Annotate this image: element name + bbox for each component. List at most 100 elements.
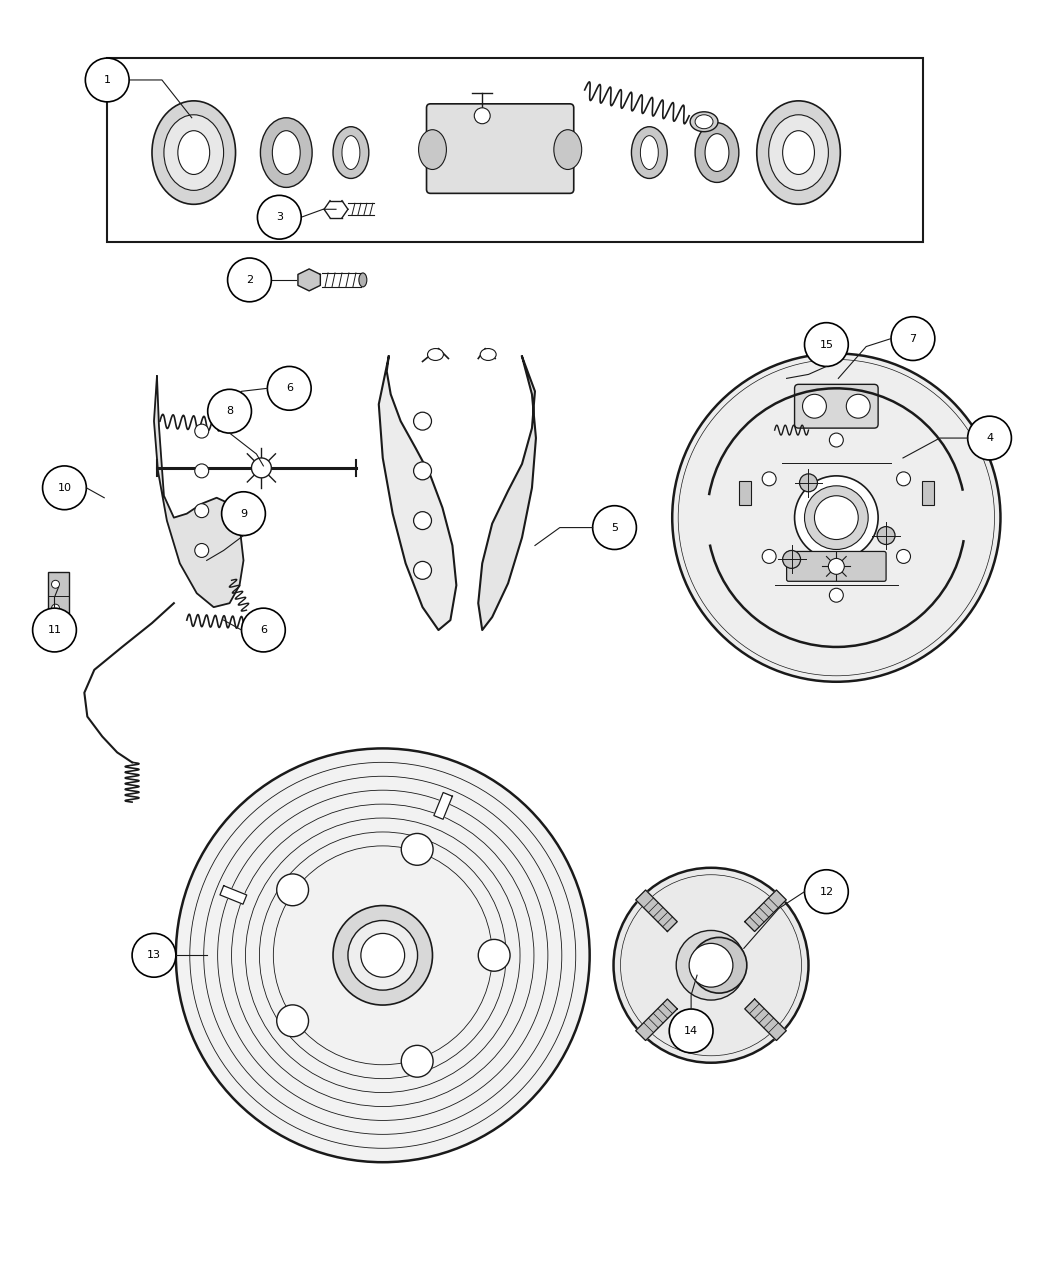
Circle shape — [242, 608, 286, 652]
Circle shape — [43, 465, 86, 510]
Circle shape — [968, 416, 1011, 460]
Ellipse shape — [277, 873, 309, 905]
Circle shape — [891, 316, 934, 361]
Polygon shape — [635, 1000, 677, 1040]
Polygon shape — [298, 269, 320, 291]
Polygon shape — [154, 376, 244, 607]
Text: 13: 13 — [147, 950, 161, 960]
Circle shape — [208, 389, 251, 434]
Circle shape — [85, 59, 129, 102]
Text: 10: 10 — [58, 483, 71, 493]
Bar — [922, 481, 933, 505]
Circle shape — [669, 1009, 713, 1053]
Ellipse shape — [830, 434, 843, 448]
FancyBboxPatch shape — [786, 552, 886, 581]
Ellipse shape — [359, 273, 366, 287]
Text: 6: 6 — [286, 384, 293, 393]
Circle shape — [222, 492, 266, 536]
Circle shape — [257, 195, 301, 240]
Ellipse shape — [177, 131, 210, 175]
Ellipse shape — [419, 130, 446, 170]
Ellipse shape — [251, 458, 271, 478]
Ellipse shape — [799, 474, 818, 492]
Ellipse shape — [361, 933, 404, 977]
Text: 8: 8 — [226, 407, 233, 416]
Ellipse shape — [194, 504, 209, 518]
Circle shape — [228, 258, 271, 302]
Ellipse shape — [691, 937, 747, 993]
Text: 3: 3 — [276, 212, 282, 222]
Polygon shape — [744, 890, 786, 932]
Text: 9: 9 — [240, 509, 247, 519]
Ellipse shape — [877, 527, 895, 544]
Circle shape — [268, 366, 311, 411]
Polygon shape — [744, 1000, 786, 1040]
Ellipse shape — [272, 131, 300, 175]
Ellipse shape — [401, 1046, 433, 1077]
Ellipse shape — [640, 135, 658, 170]
Ellipse shape — [348, 921, 418, 991]
Ellipse shape — [194, 464, 209, 478]
Text: 4: 4 — [986, 434, 993, 442]
Circle shape — [132, 933, 175, 977]
Text: 2: 2 — [246, 275, 253, 284]
Ellipse shape — [705, 134, 729, 171]
Ellipse shape — [804, 486, 868, 550]
Circle shape — [33, 608, 77, 652]
Circle shape — [592, 506, 636, 550]
Ellipse shape — [815, 496, 858, 539]
Ellipse shape — [897, 550, 910, 564]
Ellipse shape — [689, 944, 733, 987]
Text: 11: 11 — [47, 625, 62, 635]
Ellipse shape — [757, 101, 840, 204]
Polygon shape — [434, 793, 453, 820]
Ellipse shape — [802, 394, 826, 418]
Ellipse shape — [51, 604, 60, 612]
Ellipse shape — [333, 126, 369, 179]
Polygon shape — [635, 890, 677, 932]
Text: 6: 6 — [260, 625, 267, 635]
Ellipse shape — [175, 748, 590, 1163]
Circle shape — [804, 323, 848, 366]
Ellipse shape — [478, 940, 510, 972]
Ellipse shape — [828, 558, 844, 574]
Ellipse shape — [690, 112, 718, 131]
FancyBboxPatch shape — [795, 384, 878, 428]
Ellipse shape — [152, 101, 235, 204]
Ellipse shape — [795, 476, 878, 560]
Text: 7: 7 — [909, 334, 917, 343]
Bar — [739, 481, 751, 505]
Circle shape — [804, 870, 848, 913]
Text: 14: 14 — [684, 1026, 698, 1035]
Ellipse shape — [897, 472, 910, 486]
Bar — [107, 59, 923, 242]
Text: 12: 12 — [819, 886, 834, 896]
Ellipse shape — [480, 348, 497, 361]
Ellipse shape — [277, 1005, 309, 1037]
Polygon shape — [478, 357, 536, 630]
Ellipse shape — [414, 561, 432, 579]
Ellipse shape — [414, 511, 432, 529]
Ellipse shape — [762, 472, 776, 486]
Ellipse shape — [782, 551, 800, 569]
Ellipse shape — [769, 115, 828, 190]
Ellipse shape — [51, 580, 60, 588]
Ellipse shape — [782, 131, 815, 175]
Ellipse shape — [830, 588, 843, 602]
Ellipse shape — [414, 462, 432, 479]
Ellipse shape — [414, 412, 432, 430]
Text: 15: 15 — [819, 339, 834, 349]
Ellipse shape — [333, 905, 433, 1005]
Ellipse shape — [194, 543, 209, 557]
Ellipse shape — [427, 348, 443, 361]
Ellipse shape — [260, 117, 312, 187]
Polygon shape — [379, 357, 457, 630]
Polygon shape — [219, 886, 247, 904]
Ellipse shape — [401, 834, 433, 866]
Ellipse shape — [762, 550, 776, 564]
Bar — [47, 572, 69, 620]
Ellipse shape — [631, 126, 667, 179]
Ellipse shape — [194, 425, 209, 439]
FancyBboxPatch shape — [426, 103, 573, 194]
Text: 1: 1 — [104, 75, 110, 85]
